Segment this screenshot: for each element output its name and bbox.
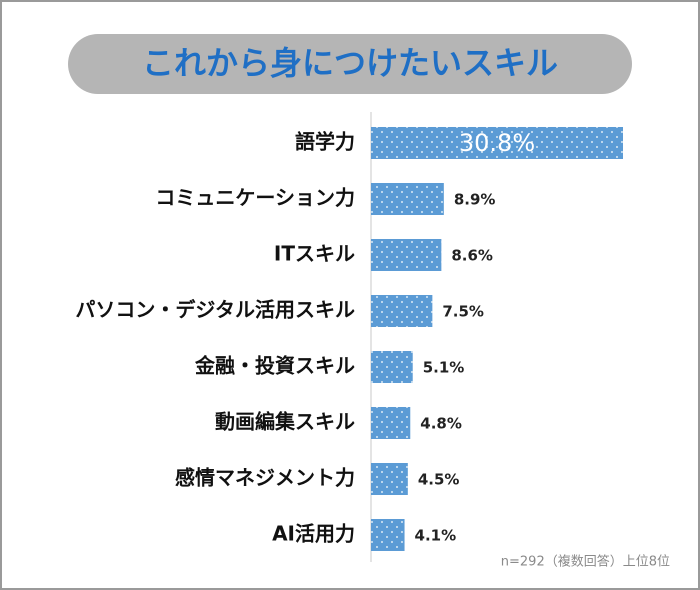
bar-texture bbox=[371, 407, 411, 439]
bar-texture bbox=[371, 239, 442, 271]
title-pill bbox=[68, 34, 632, 94]
y-tick-label: 動画編集スキル bbox=[215, 410, 355, 434]
bar-texture bbox=[371, 351, 413, 383]
chart-title: これから身につけたいスキル bbox=[142, 44, 558, 82]
bar-texture bbox=[371, 463, 408, 495]
value-label: 30.8% bbox=[459, 129, 535, 157]
y-tick-label: AI活用力 bbox=[272, 522, 355, 546]
note: n=292（複数回答）上位8位 bbox=[501, 554, 670, 570]
bar-texture bbox=[371, 295, 433, 327]
y-tick-label: 感情マネジメント力 bbox=[175, 466, 355, 490]
y-tick-label: 金融・投資スキル bbox=[194, 354, 355, 378]
value-label: 7.5% bbox=[442, 303, 484, 321]
value-label: 4.5% bbox=[418, 471, 460, 489]
value-label: 8.9% bbox=[454, 191, 496, 209]
value-label: 4.8% bbox=[420, 415, 462, 433]
bar-texture bbox=[371, 127, 623, 159]
value-label: 5.1% bbox=[423, 359, 465, 377]
value-label: 8.6% bbox=[451, 247, 493, 265]
y-tick-label: ITスキル bbox=[274, 242, 355, 266]
bar-texture bbox=[371, 183, 444, 215]
y-tick-label: コミュニケーション力 bbox=[155, 186, 355, 210]
y-tick-label: 語学力 bbox=[295, 130, 355, 154]
y-tick-label: パソコン・デジタル活用スキル bbox=[75, 298, 355, 322]
bar-texture bbox=[371, 519, 405, 551]
value-label: 4.1% bbox=[415, 527, 457, 545]
